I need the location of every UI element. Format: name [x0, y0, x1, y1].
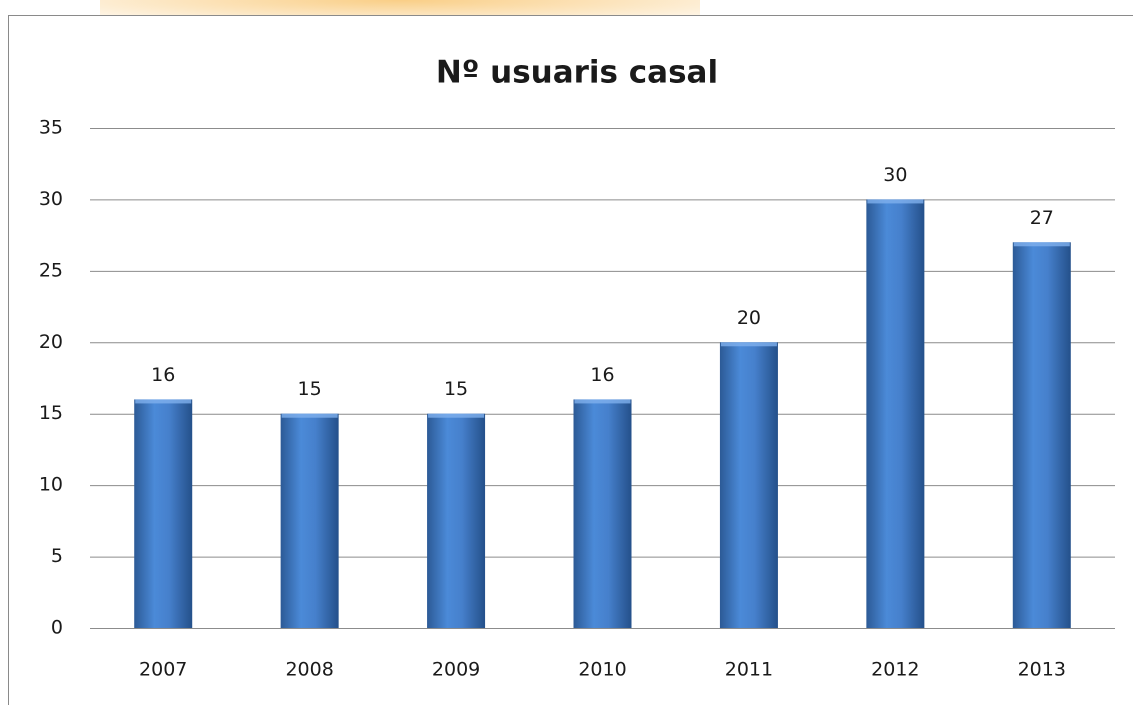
x-tick-label: 2013: [1018, 659, 1066, 681]
bar: [134, 399, 193, 628]
y-tick-label: 0: [51, 617, 63, 639]
data-label: 16: [590, 364, 614, 386]
y-tick-label: 30: [39, 188, 63, 210]
y-tick-label: 15: [39, 402, 63, 424]
data-label: 30: [883, 164, 907, 186]
data-label: 15: [444, 378, 468, 400]
bar-top: [281, 413, 338, 418]
x-tick-label: 2010: [578, 659, 626, 681]
y-tick-label: 25: [39, 259, 63, 281]
data-label: 27: [1030, 207, 1054, 229]
y-tick-label: 20: [39, 331, 63, 353]
bar-top: [135, 399, 192, 404]
data-label: 15: [298, 378, 322, 400]
bar: [866, 199, 925, 628]
bar-top: [1013, 242, 1070, 247]
x-tick-label: 2012: [871, 659, 919, 681]
bar-top: [574, 399, 631, 404]
bar-top: [867, 199, 924, 204]
bar-top: [720, 342, 777, 347]
y-tick-label: 5: [51, 545, 63, 567]
x-tick-label: 2007: [139, 659, 187, 681]
bar: [280, 413, 339, 628]
data-label: 16: [151, 364, 175, 386]
bar: [1012, 242, 1071, 629]
bar: [427, 413, 486, 628]
y-tick-label: 10: [39, 474, 63, 496]
x-tick-label: 2008: [285, 659, 333, 681]
chart-frame: [8, 15, 1133, 705]
data-label: 20: [737, 307, 761, 329]
bar: [573, 399, 632, 628]
y-tick-label: 35: [39, 117, 63, 139]
chart-title: Nº usuaris casal: [436, 55, 718, 91]
bar: [719, 342, 778, 628]
x-tick-label: 2009: [432, 659, 480, 681]
bar-top: [428, 413, 485, 418]
x-tick-label: 2011: [725, 659, 773, 681]
